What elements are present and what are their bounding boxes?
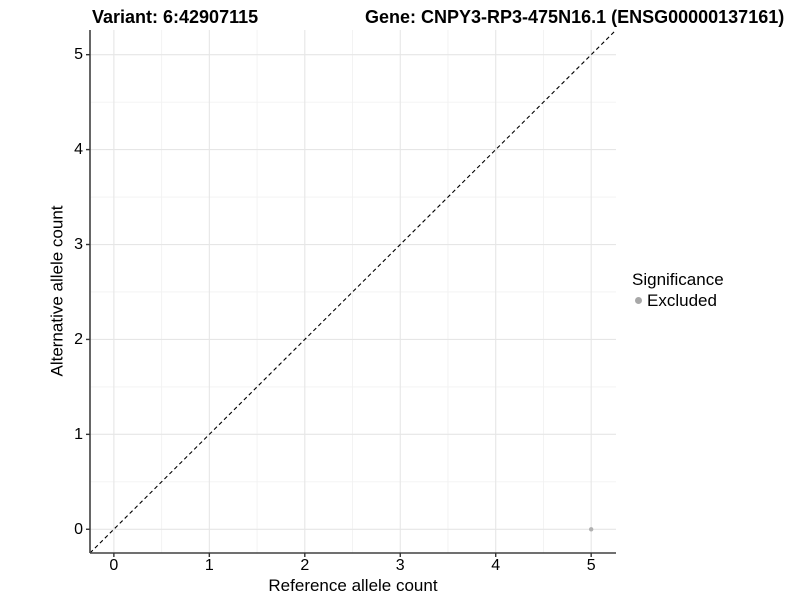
axis-lines bbox=[89, 30, 616, 554]
x-tick-label: 2 bbox=[300, 557, 310, 574]
x-tick-label: 1 bbox=[204, 557, 214, 574]
x-tick-label: 3 bbox=[395, 557, 405, 574]
major-gridlines bbox=[90, 30, 616, 553]
x-tick-label: 4 bbox=[491, 557, 501, 574]
y-tick-label: 0 bbox=[74, 520, 83, 538]
legend: Significance Excluded bbox=[632, 270, 724, 310]
legend-title: Significance bbox=[632, 270, 724, 289]
tick-marks bbox=[86, 53, 592, 557]
legend-item-label: Excluded bbox=[647, 291, 717, 310]
minor-gridlines bbox=[90, 30, 616, 553]
x-tick-label: 5 bbox=[586, 557, 596, 574]
variant-title: Variant: 6:42907115 bbox=[92, 7, 259, 27]
x-axis-label: Reference allele count bbox=[268, 576, 438, 595]
y-tick-label: 2 bbox=[74, 330, 83, 348]
identity-dashed-line bbox=[89, 29, 617, 554]
y-tick-label: 3 bbox=[74, 236, 83, 253]
y-axis-label: Alternative allele count bbox=[47, 205, 67, 377]
gene-title: Gene: CNPY3-RP3-475N16.1 (ENSG0000013716… bbox=[365, 7, 785, 27]
data-points bbox=[588, 527, 594, 532]
x-tick-label: 0 bbox=[109, 557, 119, 574]
data-point bbox=[588, 527, 594, 532]
excluded-point-icon bbox=[635, 297, 642, 304]
y-tick-label: 4 bbox=[74, 141, 83, 159]
legend-item-excluded: Excluded bbox=[632, 291, 724, 310]
y-tick-label: 1 bbox=[74, 425, 83, 443]
y-tick-label: 5 bbox=[74, 46, 83, 64]
